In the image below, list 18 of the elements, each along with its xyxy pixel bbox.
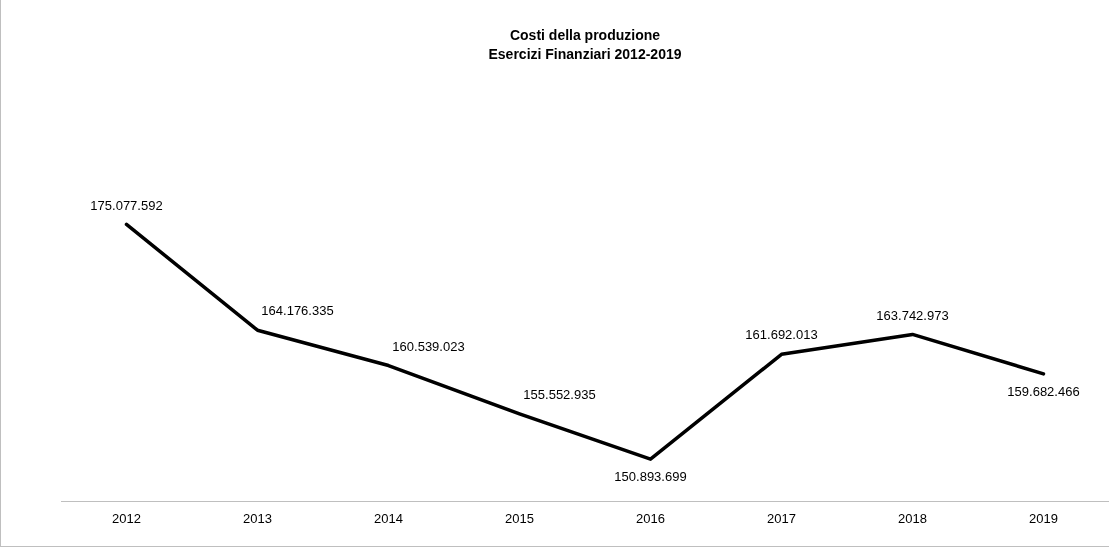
data-label: 159.682.466	[1007, 383, 1080, 399]
data-label: 161.692.013	[745, 327, 818, 343]
data-label: 155.552.935	[523, 387, 596, 403]
chart-title: Costi della produzione	[509, 27, 661, 44]
x-tick-label: 2015	[505, 510, 534, 526]
x-tick-label: 2017	[767, 510, 796, 526]
chart-subtitle: Esercizi Finanziari 2012-2019	[488, 46, 682, 63]
x-tick-label: 2016	[636, 510, 665, 526]
data-label: 175.077.592	[90, 197, 163, 213]
x-tick-label: 2019	[1029, 510, 1058, 526]
x-tick-label: 2013	[243, 510, 272, 526]
data-label: 160.539.023	[392, 338, 465, 354]
x-tick-label: 2014	[374, 510, 403, 526]
data-label: 150.893.699	[614, 469, 687, 485]
data-label: 164.176.335	[261, 303, 334, 319]
x-tick-label: 2018	[898, 510, 927, 526]
data-label: 163.742.973	[876, 307, 949, 323]
x-tick-label: 2012	[112, 510, 141, 526]
